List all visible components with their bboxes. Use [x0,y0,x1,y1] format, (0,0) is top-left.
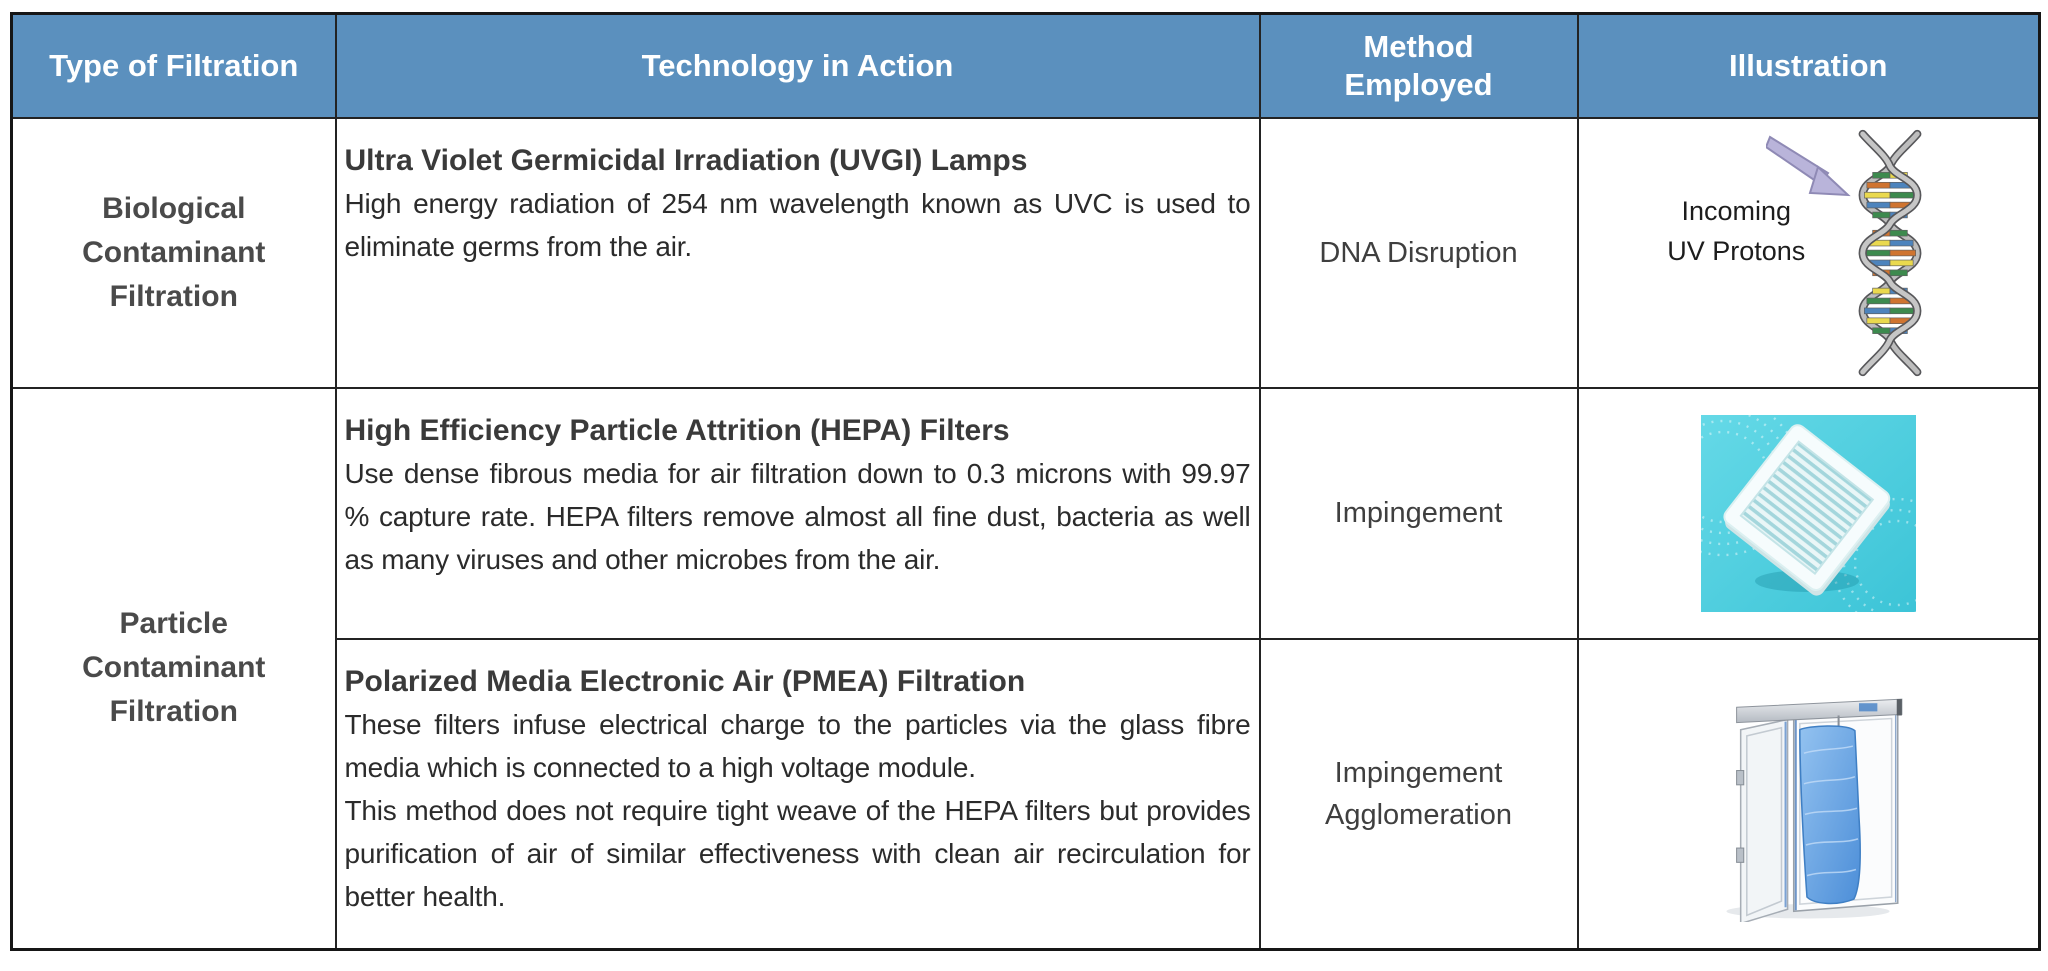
hepa-filter-icon [1700,414,1916,612]
hepa-description: Use dense fibrous media for air filtrati… [344,457,1251,575]
cell-tech-hepa: High Efficiency Particle Attrition (HEPA… [334,386,1261,640]
cell-method-impingement: Impingement [1258,386,1579,640]
uvgi-description: High energy radiation of 254 nm waveleng… [344,187,1251,262]
dna-helix-icon [1858,129,1922,376]
cell-tech-pmea: Polarized Media Electronic Air (PMEA) Fi… [334,637,1261,951]
cell-illustration-pmea [1576,637,2041,951]
cell-type-particle: Particle Contaminant Filtration [10,386,337,951]
pmea-description-1: These filters infuse electrical charge t… [344,708,1251,783]
dna-illustration-caption: Incoming UV Protons [1656,191,1816,271]
header-method-employed: Method Employed [1258,12,1579,119]
method-line-impingement: Impingement [1334,756,1503,789]
cell-illustration-hepa [1576,386,2041,640]
method-line-agglomeration: Agglomeration [1325,798,1512,831]
pmea-description-2: This method does not require tight weave… [344,794,1251,912]
uvgi-title: Ultra Violet Germicidal Irradiation (UVG… [344,143,1028,177]
pmea-title: Polarized Media Electronic Air (PMEA) Fi… [344,664,1026,698]
filtration-table-container: Type of Filtration Technology in Action … [10,12,2041,951]
uv-arrow-icon [1766,135,1851,196]
dna-illustration: Incoming UV Protons [1638,127,1978,379]
caption-uv-protons: UV Protons [1667,235,1806,266]
pmea-filter-icon [1726,698,1903,922]
header-method-employed-label: Method Employed [1344,28,1493,102]
cell-type-biological: Biological Contaminant Filtration [10,116,337,389]
hepa-title: High Efficiency Particle Attrition (HEPA… [344,413,1010,447]
row-hepa: Particle Contaminant Filtration High Eff… [10,386,2041,951]
header-illustration: Illustration [1576,12,2041,119]
header-row: Type of Filtration Technology in Action … [10,12,2041,119]
cell-method-dna-disruption: DNA Disruption [1258,116,1579,389]
cell-method-impingement-agglomeration: Impingement Agglomeration [1258,637,1579,951]
row-pmea: Polarized Media Electronic Air (PMEA) Fi… [12,637,2041,951]
cell-tech-uvgi: Ultra Violet Germicidal Irradiation (UVG… [334,116,1261,389]
filtration-table: Type of Filtration Technology in Action … [10,12,2041,951]
row-biological: Biological Contaminant Filtration Ultra … [10,116,2041,389]
header-technology-in-action: Technology in Action [334,12,1261,119]
cell-illustration-dna: Incoming UV Protons [1576,116,2041,389]
caption-incoming: Incoming [1681,195,1792,226]
header-type-of-filtration: Type of Filtration [10,12,337,119]
